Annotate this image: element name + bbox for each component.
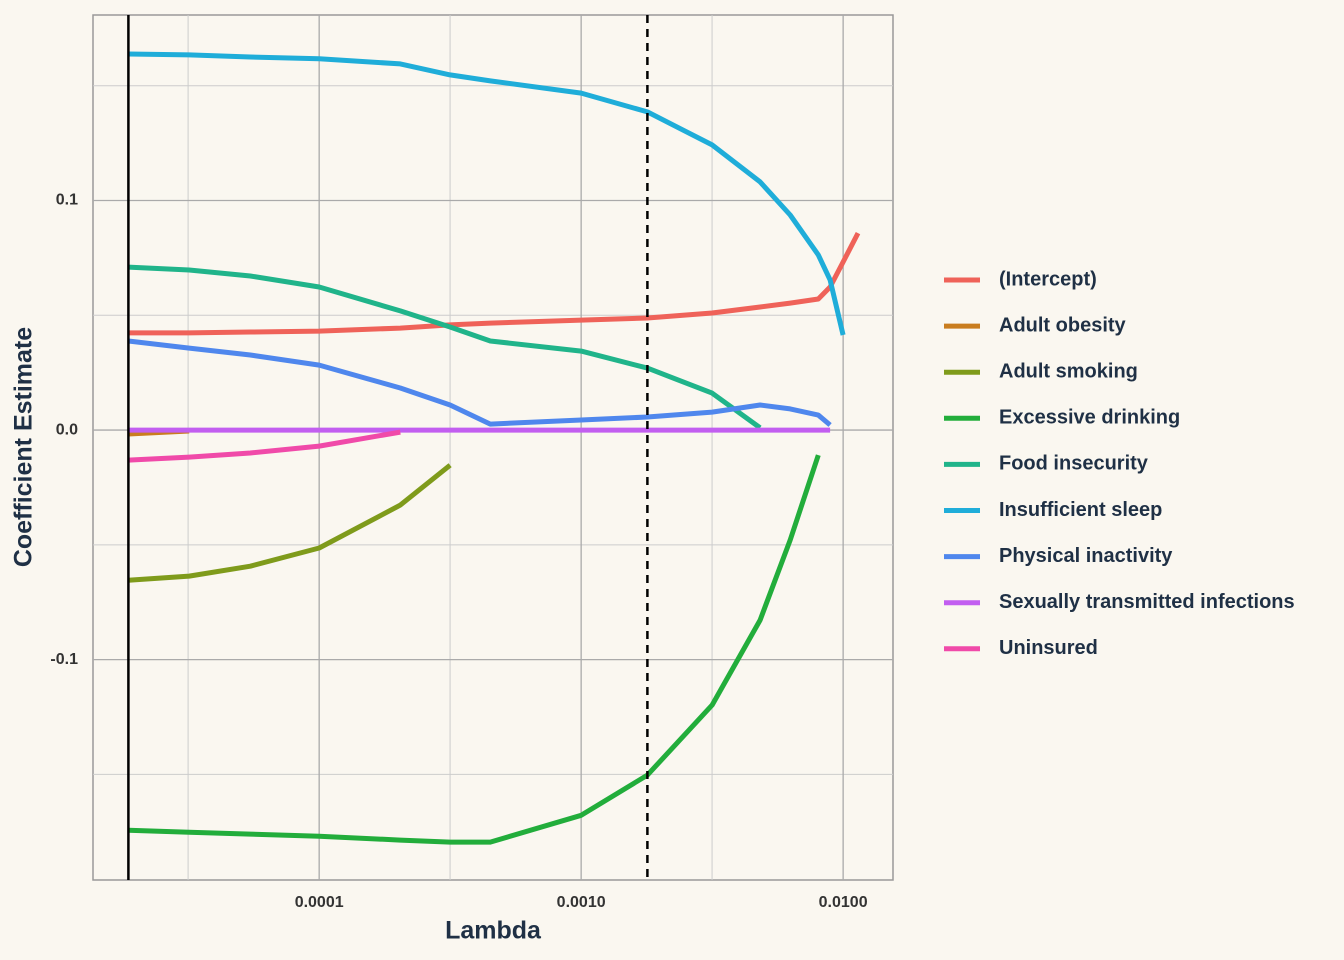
series-line [128,429,401,463]
series-line [128,463,452,583]
series-line [128,338,832,427]
legend-label: Excessive drinking [999,407,1180,429]
y-axis-title: Coefficient Estimate [10,327,38,567]
x-tick-label: 0.0010 [557,894,606,911]
legend-label: Uninsured [999,637,1098,659]
series-line [128,264,762,430]
x-tick-label: 0.0100 [819,894,868,911]
y-tick-label: 0.1 [56,192,78,209]
legend-label: Sexually transmitted infections [999,591,1295,613]
legend-label: Insufficient sleep [999,499,1162,521]
y-tick-label: -0.1 [50,651,78,668]
series-line [128,51,846,336]
legend-label: Physical inactivity [999,545,1173,567]
legend-label: Food insecurity [999,453,1149,475]
plot-frame [92,14,894,881]
series-line [128,231,861,336]
x-tick-label: 0.0001 [295,894,344,911]
y-tick-label: 0.0 [56,421,78,438]
x-axis-title: Lambda [445,917,542,945]
legend-label: (Intercept) [999,268,1097,290]
legend-label: Adult smoking [999,360,1138,382]
legend-label: Adult obesity [999,314,1127,336]
series-line [128,454,821,845]
